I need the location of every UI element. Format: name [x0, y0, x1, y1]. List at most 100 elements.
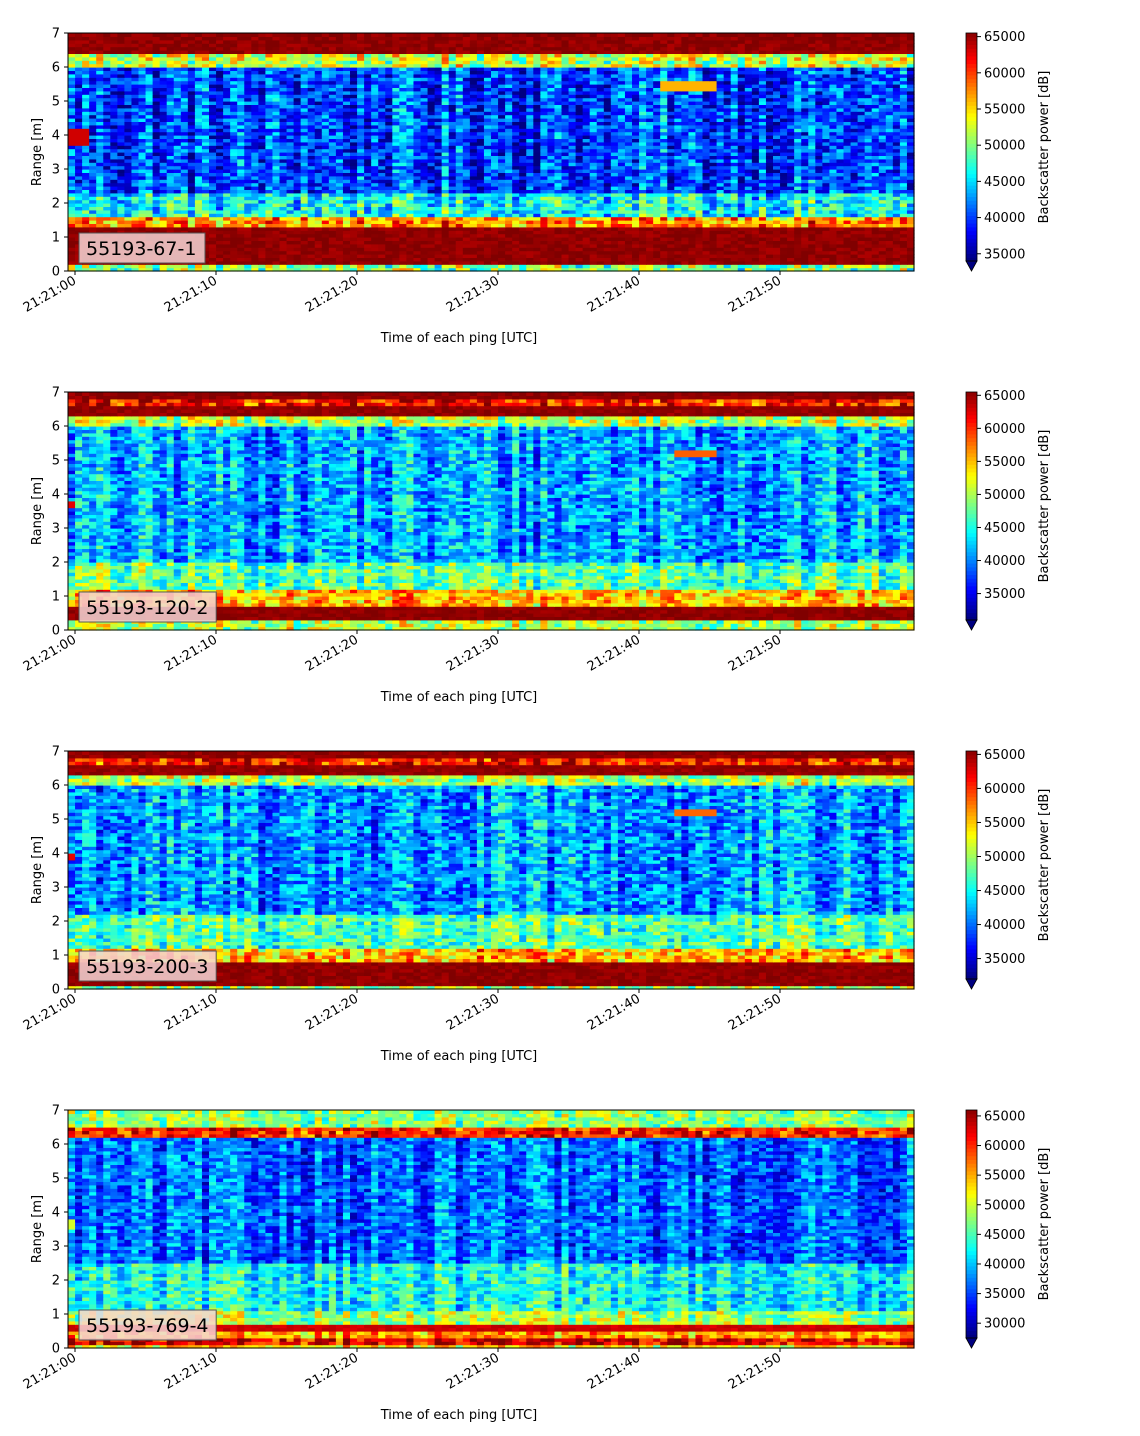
- heatmap-cell: [505, 159, 513, 163]
- heatmap-cell: [308, 149, 316, 153]
- heatmap-cell: [893, 142, 901, 146]
- heatmap-cell: [829, 142, 837, 146]
- heatmap-cell: [181, 200, 189, 204]
- heatmap-cell: [174, 193, 182, 197]
- heatmap-cell: [174, 210, 182, 214]
- heatmap-cell: [498, 200, 506, 204]
- heatmap-cell: [308, 200, 316, 204]
- heatmap-cell: [858, 193, 866, 197]
- heatmap-cell: [667, 217, 675, 221]
- heatmap-cell: [681, 176, 689, 180]
- heatmap-cell: [836, 244, 844, 248]
- heatmap-cell: [907, 142, 915, 146]
- heatmap-cell: [244, 183, 252, 187]
- heatmap-cell: [167, 166, 175, 170]
- heatmap-cell: [399, 142, 407, 146]
- heatmap-cell: [364, 264, 372, 268]
- heatmap-cell: [540, 142, 548, 146]
- heatmap-cell: [632, 176, 640, 180]
- heatmap-cell: [421, 244, 429, 248]
- heatmap-cell: [280, 210, 288, 214]
- heatmap-cell: [272, 210, 280, 214]
- heatmap-cell: [463, 251, 471, 255]
- heatmap-cell: [301, 132, 309, 136]
- heatmap-cell: [188, 176, 196, 180]
- heatmap-cell: [75, 166, 83, 170]
- heatmap-cell: [653, 132, 661, 136]
- heatmap-cell: [364, 166, 372, 170]
- heatmap-cell: [851, 251, 859, 255]
- heatmap-cell: [421, 132, 429, 136]
- heatmap-cell: [822, 166, 830, 170]
- heatmap-cell: [717, 244, 725, 248]
- heatmap-cell: [230, 227, 238, 231]
- heatmap-cell: [216, 166, 224, 170]
- heatmap-cell: [336, 217, 344, 221]
- heatmap-cell: [583, 200, 591, 204]
- heatmap-cell: [294, 176, 302, 180]
- heatmap-cell: [512, 183, 520, 187]
- heatmap-cell: [893, 264, 901, 268]
- heatmap-cell: [477, 193, 485, 197]
- heatmap-cell: [822, 234, 830, 238]
- heatmap-cell: [681, 159, 689, 163]
- heatmap-cell: [597, 193, 605, 197]
- heatmap-cell: [463, 183, 471, 187]
- heatmap-cell: [392, 193, 400, 197]
- heatmap-cell: [759, 176, 767, 180]
- heatmap-cell: [590, 166, 598, 170]
- heatmap-cell: [357, 217, 365, 221]
- heatmap-cell: [406, 234, 414, 238]
- heatmap-cell: [230, 217, 238, 221]
- heatmap-cell: [392, 149, 400, 153]
- heatmap-cell: [554, 176, 562, 180]
- heatmap-cell: [604, 251, 612, 255]
- heatmap-cell: [808, 183, 816, 187]
- heatmap-cell: [787, 217, 795, 221]
- heatmap-cell: [710, 193, 718, 197]
- heatmap-cell: [96, 210, 104, 214]
- heatmap-cell: [463, 166, 471, 170]
- heatmap-cell: [667, 149, 675, 153]
- heatmap-cell: [449, 264, 457, 268]
- heatmap-cell: [893, 200, 901, 204]
- heatmap-cell: [752, 193, 760, 197]
- heatmap-cell: [336, 142, 344, 146]
- heatmap-cell: [329, 227, 337, 231]
- heatmap-cell: [153, 264, 161, 268]
- heatmap-cell: [174, 264, 182, 268]
- heatmap-cell: [329, 234, 337, 238]
- heatmap-cell: [611, 183, 619, 187]
- heatmap-cell: [287, 149, 295, 153]
- heatmap-cell: [188, 166, 196, 170]
- heatmap-cell: [146, 264, 154, 268]
- heatmap-cell: [688, 210, 696, 214]
- heatmap-cell: [442, 217, 450, 221]
- heatmap-cell: [759, 227, 767, 231]
- heatmap-cell: [900, 149, 908, 153]
- heatmap-cell: [287, 166, 295, 170]
- heatmap-cell: [470, 183, 478, 187]
- heatmap-cell: [625, 210, 633, 214]
- heatmap-cell: [858, 264, 866, 268]
- heatmap-cell: [491, 176, 499, 180]
- heatmap-cell: [413, 183, 421, 187]
- heatmap-cell: [117, 149, 125, 153]
- heatmap-cell: [456, 132, 464, 136]
- heatmap-cell: [893, 176, 901, 180]
- heatmap-cell: [872, 227, 880, 231]
- heatmap-cell: [110, 227, 118, 231]
- heatmap-cell: [815, 244, 823, 248]
- heatmap-cell: [893, 166, 901, 170]
- heatmap-cell: [315, 149, 323, 153]
- heatmap-cell: [512, 264, 520, 268]
- heatmap-cell: [498, 166, 506, 170]
- heatmap-cell: [583, 234, 591, 238]
- heatmap-cell: [82, 142, 90, 146]
- heatmap-cell: [540, 183, 548, 187]
- heatmap-cell: [406, 149, 414, 153]
- heatmap-cell: [646, 176, 654, 180]
- heatmap-cell: [181, 183, 189, 187]
- heatmap-cell: [639, 193, 647, 197]
- heatmap-cell: [167, 159, 175, 163]
